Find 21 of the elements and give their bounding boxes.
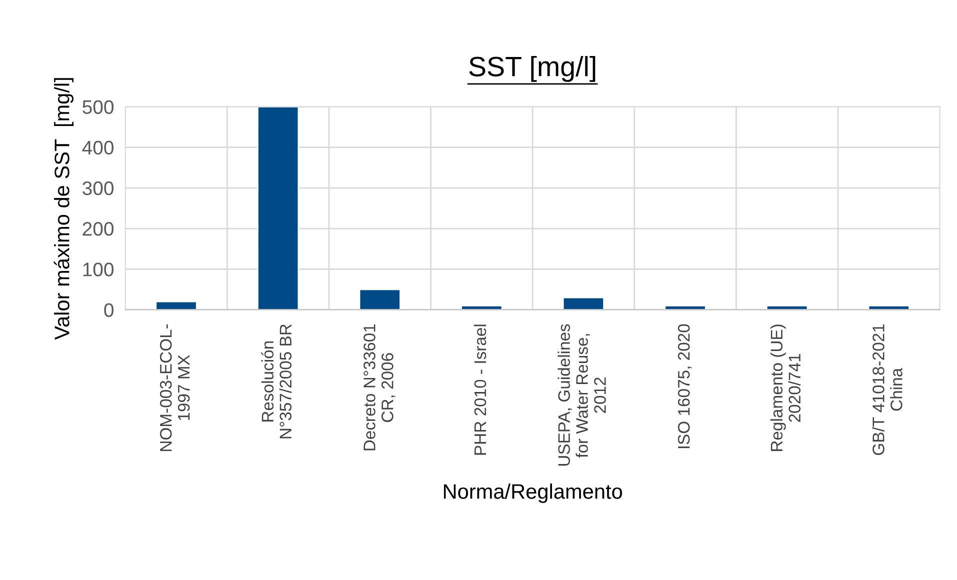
bar: [358, 288, 401, 310]
bar: [257, 106, 300, 310]
x-axis-title: Norma/Reglamento: [444, 484, 622, 503]
x-tick-label: Resolución N°357/2005 BR: [261, 324, 292, 438]
y-axis-title: Valor máximo de SST [mg/l]: [54, 78, 74, 340]
x-tick-label: GB/T 41018-2021 China: [872, 324, 902, 455]
y-tick-label: 400: [82, 140, 114, 155]
x-tick-label: USEPA, Guidelines for Water Reuse, 2012: [558, 324, 606, 466]
bar: [562, 296, 605, 310]
x-tick-label: PHR 2010 - Israel: [474, 324, 486, 455]
x-tick-label: Reglamento (UE) 2020/741: [770, 324, 801, 451]
y-tick-label: 0: [104, 303, 114, 317]
chart-title: SST [mg/l]: [469, 56, 596, 82]
x-tick-label: NOM-003-ECOL- 1997 MX: [160, 324, 190, 451]
x-tick-label: ISO 16075, 2020: [678, 324, 692, 448]
y-tick-label: 500: [82, 100, 114, 114]
y-tick-label: 200: [82, 222, 114, 236]
y-tick-label: 300: [82, 181, 114, 196]
x-tick-label: Decreto N°33601 CR, 2006: [364, 324, 396, 450]
y-tick-label: 100: [83, 262, 114, 276]
bar: [155, 300, 198, 310]
